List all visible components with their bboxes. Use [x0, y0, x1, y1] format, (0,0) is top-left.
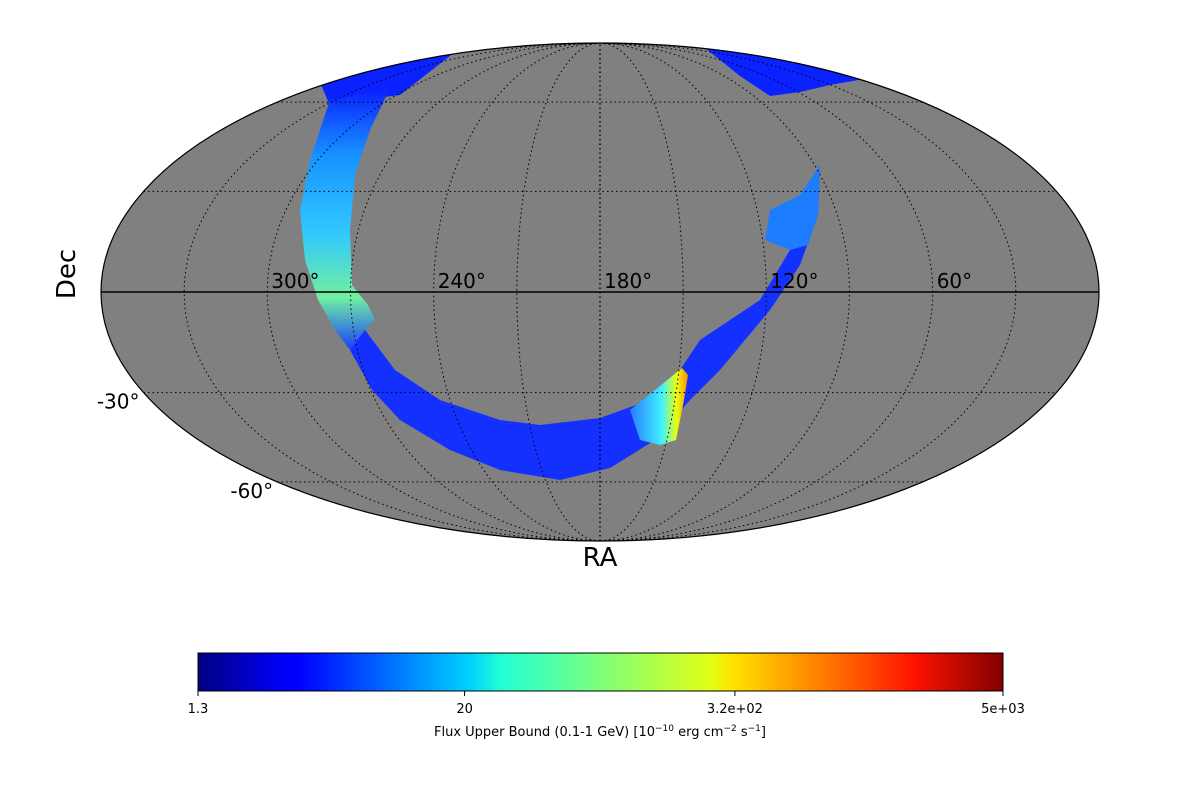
ra-tick-labels: 300° 240° 180° 120° 60°: [271, 269, 972, 293]
sky-border: [100, 42, 1100, 542]
ra-tick-label: 120°: [770, 269, 818, 293]
x-axis-label: RA: [583, 543, 618, 573]
dec-tick-label: -30°: [97, 390, 140, 414]
colorbar-tick-label: 3.2e+02: [707, 702, 763, 717]
colorbar-tick-label: 1.3: [188, 702, 209, 717]
meridian-line: [599, 43, 851, 541]
coverage-right-segment: [765, 165, 820, 250]
dec-tick-label: -60°: [230, 479, 273, 503]
dec-tick-labels: -30° -60°: [97, 390, 273, 503]
ra-tick-label: 300°: [271, 269, 319, 293]
colorbar-tick-label: 20: [456, 702, 473, 717]
colorbar: [197, 652, 1004, 692]
ra-tick-label: 240°: [438, 269, 486, 293]
colorbar-label: Flux Upper Bound (0.1-1 GeV) [10−10 erg …: [434, 724, 766, 740]
colorbar-tick-label: 5e+03: [981, 702, 1025, 717]
coverage-band: [300, 48, 870, 480]
y-axis-label: Dec: [52, 249, 82, 299]
ra-tick-label: 60°: [937, 269, 972, 293]
coverage-high-flux-stripe: [630, 368, 688, 445]
coverage-top-right: [705, 48, 870, 96]
graticule: [101, 43, 1099, 541]
coverage-left-arc: [300, 88, 390, 350]
colorbar-ticks: 1.3 20 3.2e+02 5e+03: [188, 691, 1025, 717]
meridian-line: [349, 43, 601, 541]
ra-tick-label: 180°: [604, 269, 652, 293]
